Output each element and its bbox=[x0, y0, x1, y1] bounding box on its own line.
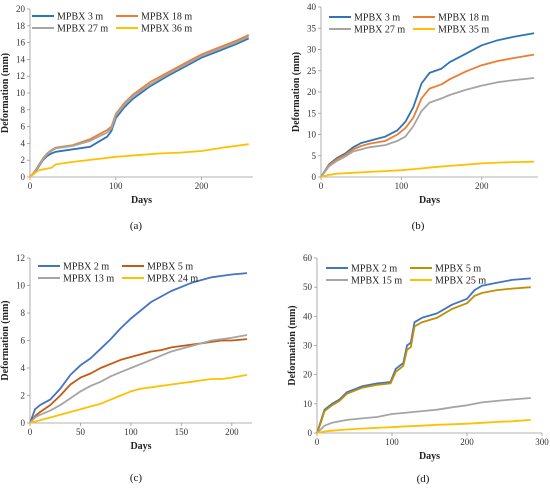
panel-caption: (d) bbox=[417, 473, 430, 485]
legend-entry: MPBX 15 m bbox=[351, 276, 402, 287]
legend-entry: MPBX 5 m bbox=[147, 262, 193, 273]
legend-entry: MPBX 13 m bbox=[63, 274, 114, 285]
legend-entry: MPBX 18 m bbox=[438, 13, 489, 24]
y-tick-label: 10 bbox=[16, 88, 26, 98]
x-tick-label: 0 bbox=[319, 181, 324, 191]
x-tick-label: 150 bbox=[175, 427, 189, 437]
legend-entry: MPBX 3 m bbox=[354, 13, 400, 24]
y-tick-label: 40 bbox=[303, 311, 313, 321]
y-tick-label: 6 bbox=[21, 122, 26, 132]
x-tick-label: 0 bbox=[28, 181, 33, 191]
x-tick-label: 50 bbox=[76, 427, 86, 437]
y-tick-label: 25 bbox=[307, 66, 317, 76]
panel-caption: (a) bbox=[130, 220, 143, 232]
y-tick-label: 20 bbox=[303, 370, 313, 380]
x-tick-label: 200 bbox=[460, 437, 474, 447]
y-tick-label: 14 bbox=[16, 54, 26, 64]
series-line-2 bbox=[320, 77, 535, 178]
series-line-0 bbox=[320, 32, 535, 178]
series-line-0 bbox=[316, 277, 531, 434]
y-tick-label: 40 bbox=[307, 2, 317, 12]
series-line-3 bbox=[29, 143, 249, 178]
y-tick-label: 20 bbox=[16, 4, 26, 14]
x-axis-label: Days bbox=[419, 451, 440, 462]
legend-entry: MPBX 3 m bbox=[57, 12, 103, 23]
y-tick-label: 18 bbox=[16, 21, 26, 31]
x-axis-label: Days bbox=[131, 195, 152, 206]
series-line-1 bbox=[320, 53, 535, 178]
y-tick-label: 30 bbox=[307, 45, 317, 55]
y-tick-label: 10 bbox=[16, 281, 26, 291]
legend-entry: MPBX 18 m bbox=[141, 12, 192, 23]
y-tick-label: 2 bbox=[21, 155, 26, 165]
y-tick-label: 60 bbox=[303, 253, 313, 263]
y-axis-label: Deformation (mm) bbox=[287, 305, 298, 385]
y-tick-label: 20 bbox=[307, 87, 317, 97]
chart-panel-2: 0 2 4 6 8 10 12 0 50 100 150 200 Days Deformation (mm… bbox=[0, 253, 252, 484]
y-tick-label: 0 bbox=[21, 418, 26, 428]
y-tick-label: 4 bbox=[21, 363, 26, 373]
legend-entry: MPBX 27 m bbox=[354, 25, 405, 36]
y-tick-label: 0 bbox=[308, 428, 313, 438]
x-tick-label: 200 bbox=[225, 427, 239, 437]
series-line-0 bbox=[29, 37, 250, 178]
y-tick-label: 8 bbox=[21, 308, 26, 318]
x-tick-label: 100 bbox=[124, 427, 138, 437]
y-axis-label: Deformation (mm) bbox=[291, 52, 302, 132]
legend-entry: MPBX 35 m bbox=[438, 25, 489, 36]
y-tick-label: 5 bbox=[312, 151, 317, 161]
x-tick-label: 200 bbox=[475, 181, 489, 191]
legend-entry: MPBX 36 m bbox=[141, 24, 192, 35]
series-line-1 bbox=[29, 338, 248, 424]
y-tick-label: 0 bbox=[312, 172, 317, 182]
y-tick-label: 12 bbox=[16, 71, 25, 81]
series-line-2 bbox=[316, 397, 531, 434]
legend-entry: MPBX 25 m bbox=[435, 276, 486, 287]
legend-entry: MPBX 27 m bbox=[57, 24, 108, 35]
y-tick-label: 16 bbox=[16, 38, 26, 48]
y-tick-label: 0 bbox=[21, 172, 26, 182]
panel-caption: (c) bbox=[130, 472, 143, 484]
y-tick-label: 35 bbox=[307, 23, 317, 33]
x-tick-label: 100 bbox=[385, 437, 399, 447]
x-tick-label: 100 bbox=[395, 181, 409, 191]
x-tick-label: 200 bbox=[195, 181, 209, 191]
legend-entry: MPBX 2 m bbox=[63, 262, 109, 273]
y-tick-label: 15 bbox=[307, 108, 317, 118]
legend-entry: MPBX 24 m bbox=[147, 274, 198, 285]
y-tick-label: 30 bbox=[303, 341, 313, 351]
y-axis-label: Deformation (mm) bbox=[0, 300, 11, 380]
series-line-3 bbox=[320, 160, 535, 178]
y-tick-label: 2 bbox=[21, 391, 26, 401]
x-tick-label: 0 bbox=[315, 437, 320, 447]
panel-caption: (b) bbox=[412, 220, 425, 232]
y-tick-label: 10 bbox=[303, 399, 313, 409]
chart-panel-3: 0 10 20 30 40 50 60 0 100 200 300 Days Deformation (… bbox=[287, 253, 549, 485]
y-tick-label: 12 bbox=[16, 253, 25, 263]
series-line-1 bbox=[316, 286, 531, 434]
series-line-3 bbox=[316, 419, 531, 434]
series-line-3 bbox=[29, 374, 248, 424]
x-axis-label: Days bbox=[130, 441, 151, 452]
series-line-2 bbox=[29, 35, 250, 178]
series-line-2 bbox=[29, 334, 248, 424]
y-axis-label: Deformation (mm) bbox=[0, 53, 11, 133]
y-tick-label: 10 bbox=[307, 130, 317, 140]
x-tick-label: 300 bbox=[535, 437, 549, 447]
legend-entry: MPBX 5 m bbox=[435, 264, 481, 275]
y-tick-label: 6 bbox=[21, 336, 26, 346]
x-tick-label: 100 bbox=[109, 181, 123, 191]
x-tick-label: 0 bbox=[28, 427, 33, 437]
x-axis-label: Days bbox=[419, 195, 440, 206]
y-tick-label: 50 bbox=[303, 282, 313, 292]
chart-panel-1: 0 5 10 15 20 25 30 35 40 0 100 200 Days Deformation (… bbox=[291, 2, 538, 232]
y-tick-label: 8 bbox=[21, 105, 26, 115]
legend-entry: MPBX 2 m bbox=[351, 264, 397, 275]
y-tick-label: 4 bbox=[21, 138, 26, 148]
series-line-0 bbox=[29, 272, 248, 424]
